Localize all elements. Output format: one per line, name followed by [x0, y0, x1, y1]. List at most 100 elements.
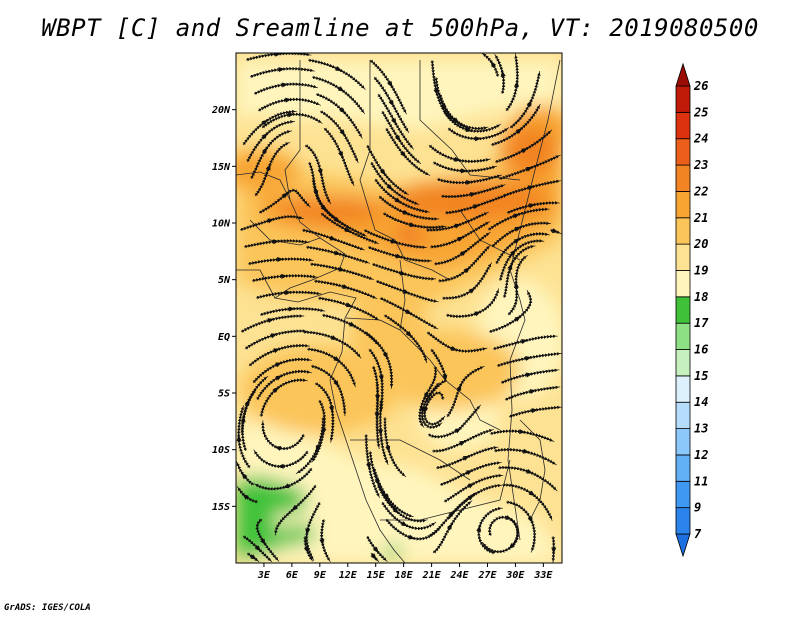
- streamline-arrow: [474, 311, 482, 317]
- streamline-arrow: [527, 516, 533, 524]
- colorbar-label: 12: [694, 448, 708, 462]
- streamline-arrow: [395, 253, 403, 259]
- streamline-arrow: [338, 151, 343, 159]
- streamline-arrow: [236, 434, 242, 442]
- streamline-arrow: [334, 250, 342, 256]
- streamline-arrow: [303, 546, 309, 554]
- colorbar-label: 7: [694, 527, 702, 541]
- streamline-arrow: [456, 384, 462, 391]
- streamline-arrow: [278, 67, 285, 73]
- streamline-arrow: [423, 407, 429, 414]
- lon-tick-label: 9E: [314, 570, 327, 581]
- colorbar-segment: [675, 375, 691, 403]
- streamline-arrow: [377, 429, 383, 436]
- colorbar-label: 21: [693, 211, 708, 225]
- streamlines: [236, 53, 562, 563]
- streamline-arrow: [372, 546, 379, 554]
- streamline-arrow: [528, 490, 536, 497]
- streamline-arrow: [281, 82, 289, 88]
- lon-tick-label: 24E: [450, 570, 470, 581]
- longitude-axis: 3E 6E 9E 12E 15E 18E 21E 24E 27E 30E 33E: [257, 563, 553, 581]
- streamline-arrow: [281, 192, 289, 199]
- colorbar-segment: [675, 164, 691, 192]
- streamline-arrow: [460, 168, 468, 174]
- streamline-arrow: [466, 470, 473, 476]
- streamline-arrow: [408, 534, 416, 540]
- colorbar-label: 24: [693, 132, 708, 146]
- streamline-arrow: [514, 226, 522, 232]
- streamline-arrow: [331, 335, 338, 340]
- streamline-arrow: [446, 523, 453, 530]
- colorbar-label: 15: [694, 369, 708, 383]
- streamline-arrow: [267, 218, 275, 224]
- streamline-arrow: [527, 185, 535, 191]
- colorbar-segment: [675, 62, 691, 87]
- colorbar-segment: [675, 243, 691, 271]
- streamline-arrow: [349, 321, 356, 327]
- streamline-arrow: [250, 554, 257, 560]
- colorbar-segment: [675, 401, 691, 429]
- streamline-arrow: [526, 468, 534, 474]
- streamline-arrow: [267, 318, 275, 324]
- streamline-arrow: [374, 412, 380, 419]
- streamline-arrow: [329, 235, 337, 241]
- streamline-arrow: [272, 386, 280, 393]
- streamline-arrow: [337, 86, 345, 92]
- streamline-arrow: [454, 156, 461, 162]
- streamline-arrow: [281, 273, 288, 279]
- streamline-arrow: [505, 515, 513, 520]
- streamline-arrow: [513, 213, 521, 219]
- colorbar-label: 17: [694, 316, 709, 330]
- streamline-arrow: [284, 290, 292, 296]
- streamline-arrow: [551, 547, 557, 554]
- lat-tick-label: 15S: [212, 502, 230, 513]
- streamline-arrow: [459, 440, 467, 446]
- streamline-arrow: [277, 257, 284, 263]
- streamline-arrow: [450, 345, 458, 351]
- streamline-arrow: [525, 372, 533, 378]
- streamline-arrow: [275, 375, 283, 381]
- lon-tick-label: 3E: [257, 570, 271, 581]
- colorbar-segment: [675, 85, 691, 113]
- streamline-arrow: [335, 66, 343, 72]
- streamline-arrow: [291, 504, 298, 512]
- streamline-arrow: [319, 539, 325, 546]
- streamline-arrow: [476, 525, 482, 532]
- streamline-arrow: [254, 545, 262, 552]
- streamline-arrow: [490, 60, 497, 68]
- streamline-arrow: [346, 302, 353, 308]
- lon-tick-label: 15E: [367, 570, 386, 581]
- streamline-arrow: [270, 333, 278, 339]
- colorbar-segment: [675, 138, 691, 166]
- streamline-arrow: [529, 389, 537, 395]
- streamline-arrow: [475, 136, 482, 142]
- streamline-arrow: [405, 309, 412, 315]
- lon-tick-label: 27E: [477, 570, 497, 581]
- colorbar-segment: [675, 191, 691, 219]
- colorbar-label: 20: [693, 237, 708, 251]
- streamline-arrow: [305, 528, 311, 536]
- streamline-arrow: [522, 448, 530, 454]
- colorbar-label: 11: [694, 474, 708, 488]
- streamline-arrow: [462, 455, 470, 461]
- streamline-arrow: [500, 70, 506, 77]
- colorbar-label: 18: [694, 290, 708, 304]
- streamline-arrow: [521, 339, 528, 344]
- lat-tick-label: EQ: [218, 332, 230, 343]
- streamline-arrow: [528, 203, 536, 209]
- map-frame: [235, 52, 563, 564]
- streamline-arrow: [329, 406, 334, 413]
- colorbar-segment: [675, 270, 691, 298]
- colorbar-segment: [675, 349, 691, 377]
- streamline-arrow: [466, 179, 473, 185]
- colorbar-label: 22: [693, 184, 708, 198]
- lat-tick-label: 10N: [212, 219, 231, 230]
- colorbar-label: 19: [694, 263, 708, 277]
- colorbar-segment: [675, 507, 691, 535]
- streamline-arrow: [370, 553, 377, 560]
- colorbar-label: 16: [694, 343, 708, 357]
- streamline-arrow: [288, 306, 296, 312]
- streamline-arrow: [526, 166, 533, 172]
- streamline-arrow: [402, 288, 410, 294]
- streamline-arrow: [333, 380, 339, 387]
